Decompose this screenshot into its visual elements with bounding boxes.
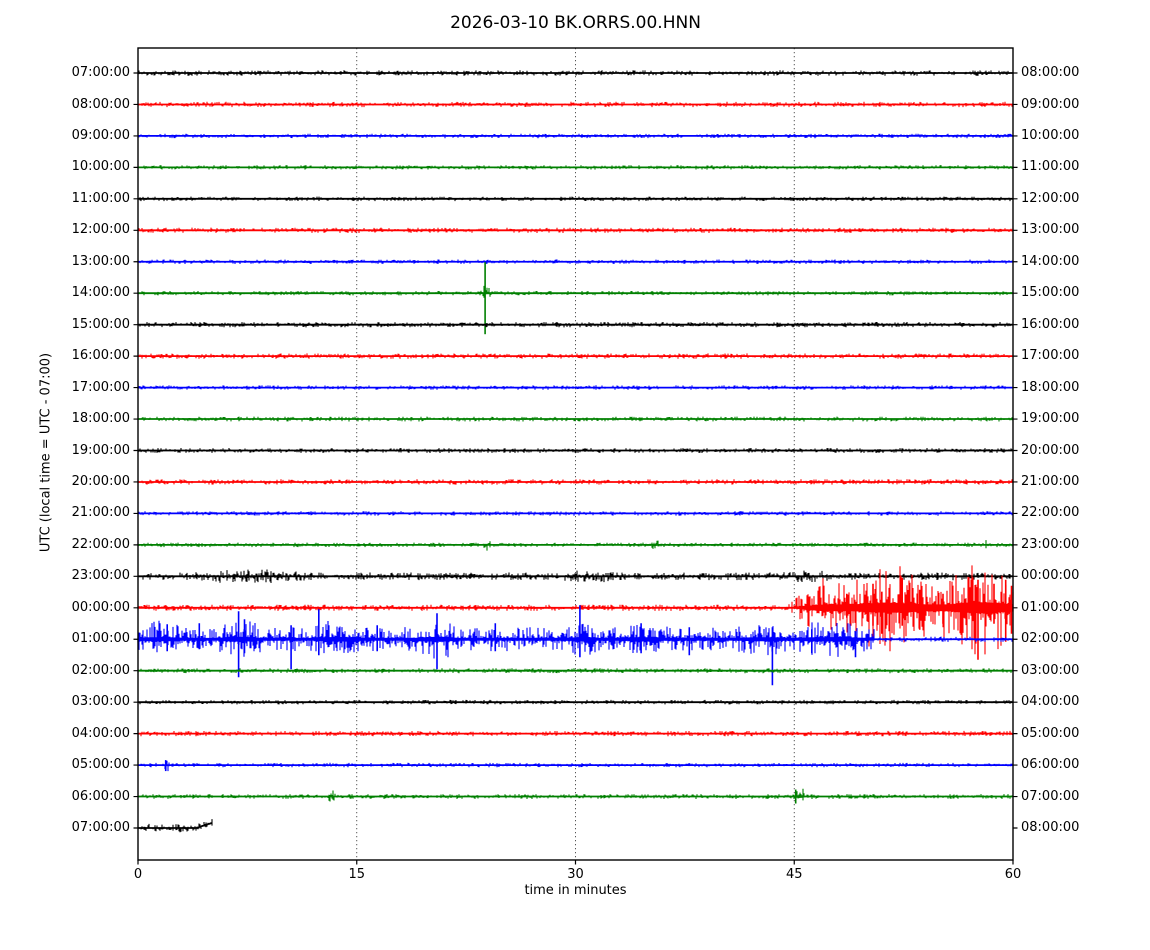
right-time-label: 07:00:00 xyxy=(1021,788,1080,804)
trace-row-160000 xyxy=(137,353,1014,359)
right-time-label: 08:00:00 xyxy=(1021,820,1080,835)
right-time-label: 10:00:00 xyxy=(1021,127,1080,143)
left-time-label: 15:00:00 xyxy=(71,316,130,332)
right-time-label: 19:00:00 xyxy=(1021,411,1080,426)
trace-event-spikes xyxy=(166,605,857,686)
right-time-label: 17:00:00 xyxy=(1021,348,1080,364)
left-time-label: 01:00:00 xyxy=(71,631,130,647)
left-time-label: 12:00:00 xyxy=(71,222,130,238)
left-time-label: 08:00:00 xyxy=(71,96,130,112)
trace-row-200000 xyxy=(137,479,1014,485)
left-time-label: 02:00:00 xyxy=(71,662,130,678)
left-time-label: 23:00:00 xyxy=(71,568,130,584)
left-time-label: 09:00:00 xyxy=(71,127,130,143)
x-axis-label: time in minutes xyxy=(524,883,627,898)
right-time-label: 08:00:00 xyxy=(1021,65,1080,80)
left-time-label: 18:00:00 xyxy=(71,411,130,426)
left-time-label: 03:00:00 xyxy=(71,694,130,710)
trace-row-070000 xyxy=(137,819,213,833)
right-time-label: 15:00:00 xyxy=(1021,285,1080,301)
left-time-label: 06:00:00 xyxy=(71,788,130,804)
trace-event-spikes xyxy=(846,577,1013,660)
trace-row-150000 xyxy=(137,322,1014,328)
right-time-label: 09:00:00 xyxy=(1021,96,1080,112)
right-time-label: 12:00:00 xyxy=(1021,190,1080,206)
left-time-label: 10:00:00 xyxy=(71,159,130,175)
left-time-label: 11:00:00 xyxy=(71,190,130,206)
left-time-label: 13:00:00 xyxy=(71,253,130,269)
right-time-label: 06:00:00 xyxy=(1021,757,1080,773)
left-time-label: 07:00:00 xyxy=(71,820,130,835)
trace-row-070000 xyxy=(137,70,1014,76)
right-time-label: 01:00:00 xyxy=(1021,599,1080,615)
left-time-label: 04:00:00 xyxy=(71,725,130,741)
axis-ticks xyxy=(133,72,1018,865)
plot-frame xyxy=(137,47,1014,861)
right-time-label: 11:00:00 xyxy=(1021,159,1080,175)
left-time-label: 00:00:00 xyxy=(71,599,130,615)
right-time-label: 14:00:00 xyxy=(1021,253,1080,269)
left-time-label: 07:00:00 xyxy=(71,65,130,80)
left-time-label: 16:00:00 xyxy=(71,348,130,364)
x-tick-label: 30 xyxy=(567,867,584,882)
x-tick-label: 60 xyxy=(1004,867,1022,882)
right-time-label: 03:00:00 xyxy=(1021,662,1080,678)
left-time-label: 22:00:00 xyxy=(71,536,130,552)
left-time-label: 20:00:00 xyxy=(71,474,130,489)
x-tick-label: 45 xyxy=(786,867,803,882)
right-time-label: 04:00:00 xyxy=(1021,694,1080,710)
trace-row-180000 xyxy=(137,416,1014,422)
left-time-label: 21:00:00 xyxy=(71,505,130,521)
right-time-label: 00:00:00 xyxy=(1021,568,1080,584)
right-time-label: 22:00:00 xyxy=(1021,505,1080,521)
right-time-label: 23:00:00 xyxy=(1021,536,1080,552)
trace-row-100000 xyxy=(137,165,1014,170)
right-time-label: 18:00:00 xyxy=(1021,379,1080,395)
trace-row-050000 xyxy=(137,760,1014,772)
right-time-label: 13:00:00 xyxy=(1021,222,1080,238)
left-time-label: 14:00:00 xyxy=(71,285,130,301)
right-time-label: 16:00:00 xyxy=(1021,316,1080,332)
trace-row-210000 xyxy=(137,511,1014,516)
left-time-label: 17:00:00 xyxy=(71,379,130,395)
page-title: 2026-03-10 BK.ORRS.00.HNN xyxy=(450,13,701,33)
right-time-label: 02:00:00 xyxy=(1021,631,1080,647)
left-time-label: 19:00:00 xyxy=(71,442,130,458)
right-time-label: 21:00:00 xyxy=(1021,474,1080,489)
right-time-label: 05:00:00 xyxy=(1021,725,1080,741)
trace-row-090000 xyxy=(137,133,1014,139)
right-time-label: 20:00:00 xyxy=(1021,442,1080,458)
left-time-label: 05:00:00 xyxy=(71,757,130,773)
trace-row-060000 xyxy=(137,788,1014,802)
x-tick-label: 0 xyxy=(133,867,143,882)
x-tick-label: 15 xyxy=(348,867,366,882)
trace-row-080000 xyxy=(137,101,1014,108)
trace-row-040000 xyxy=(137,730,1014,737)
